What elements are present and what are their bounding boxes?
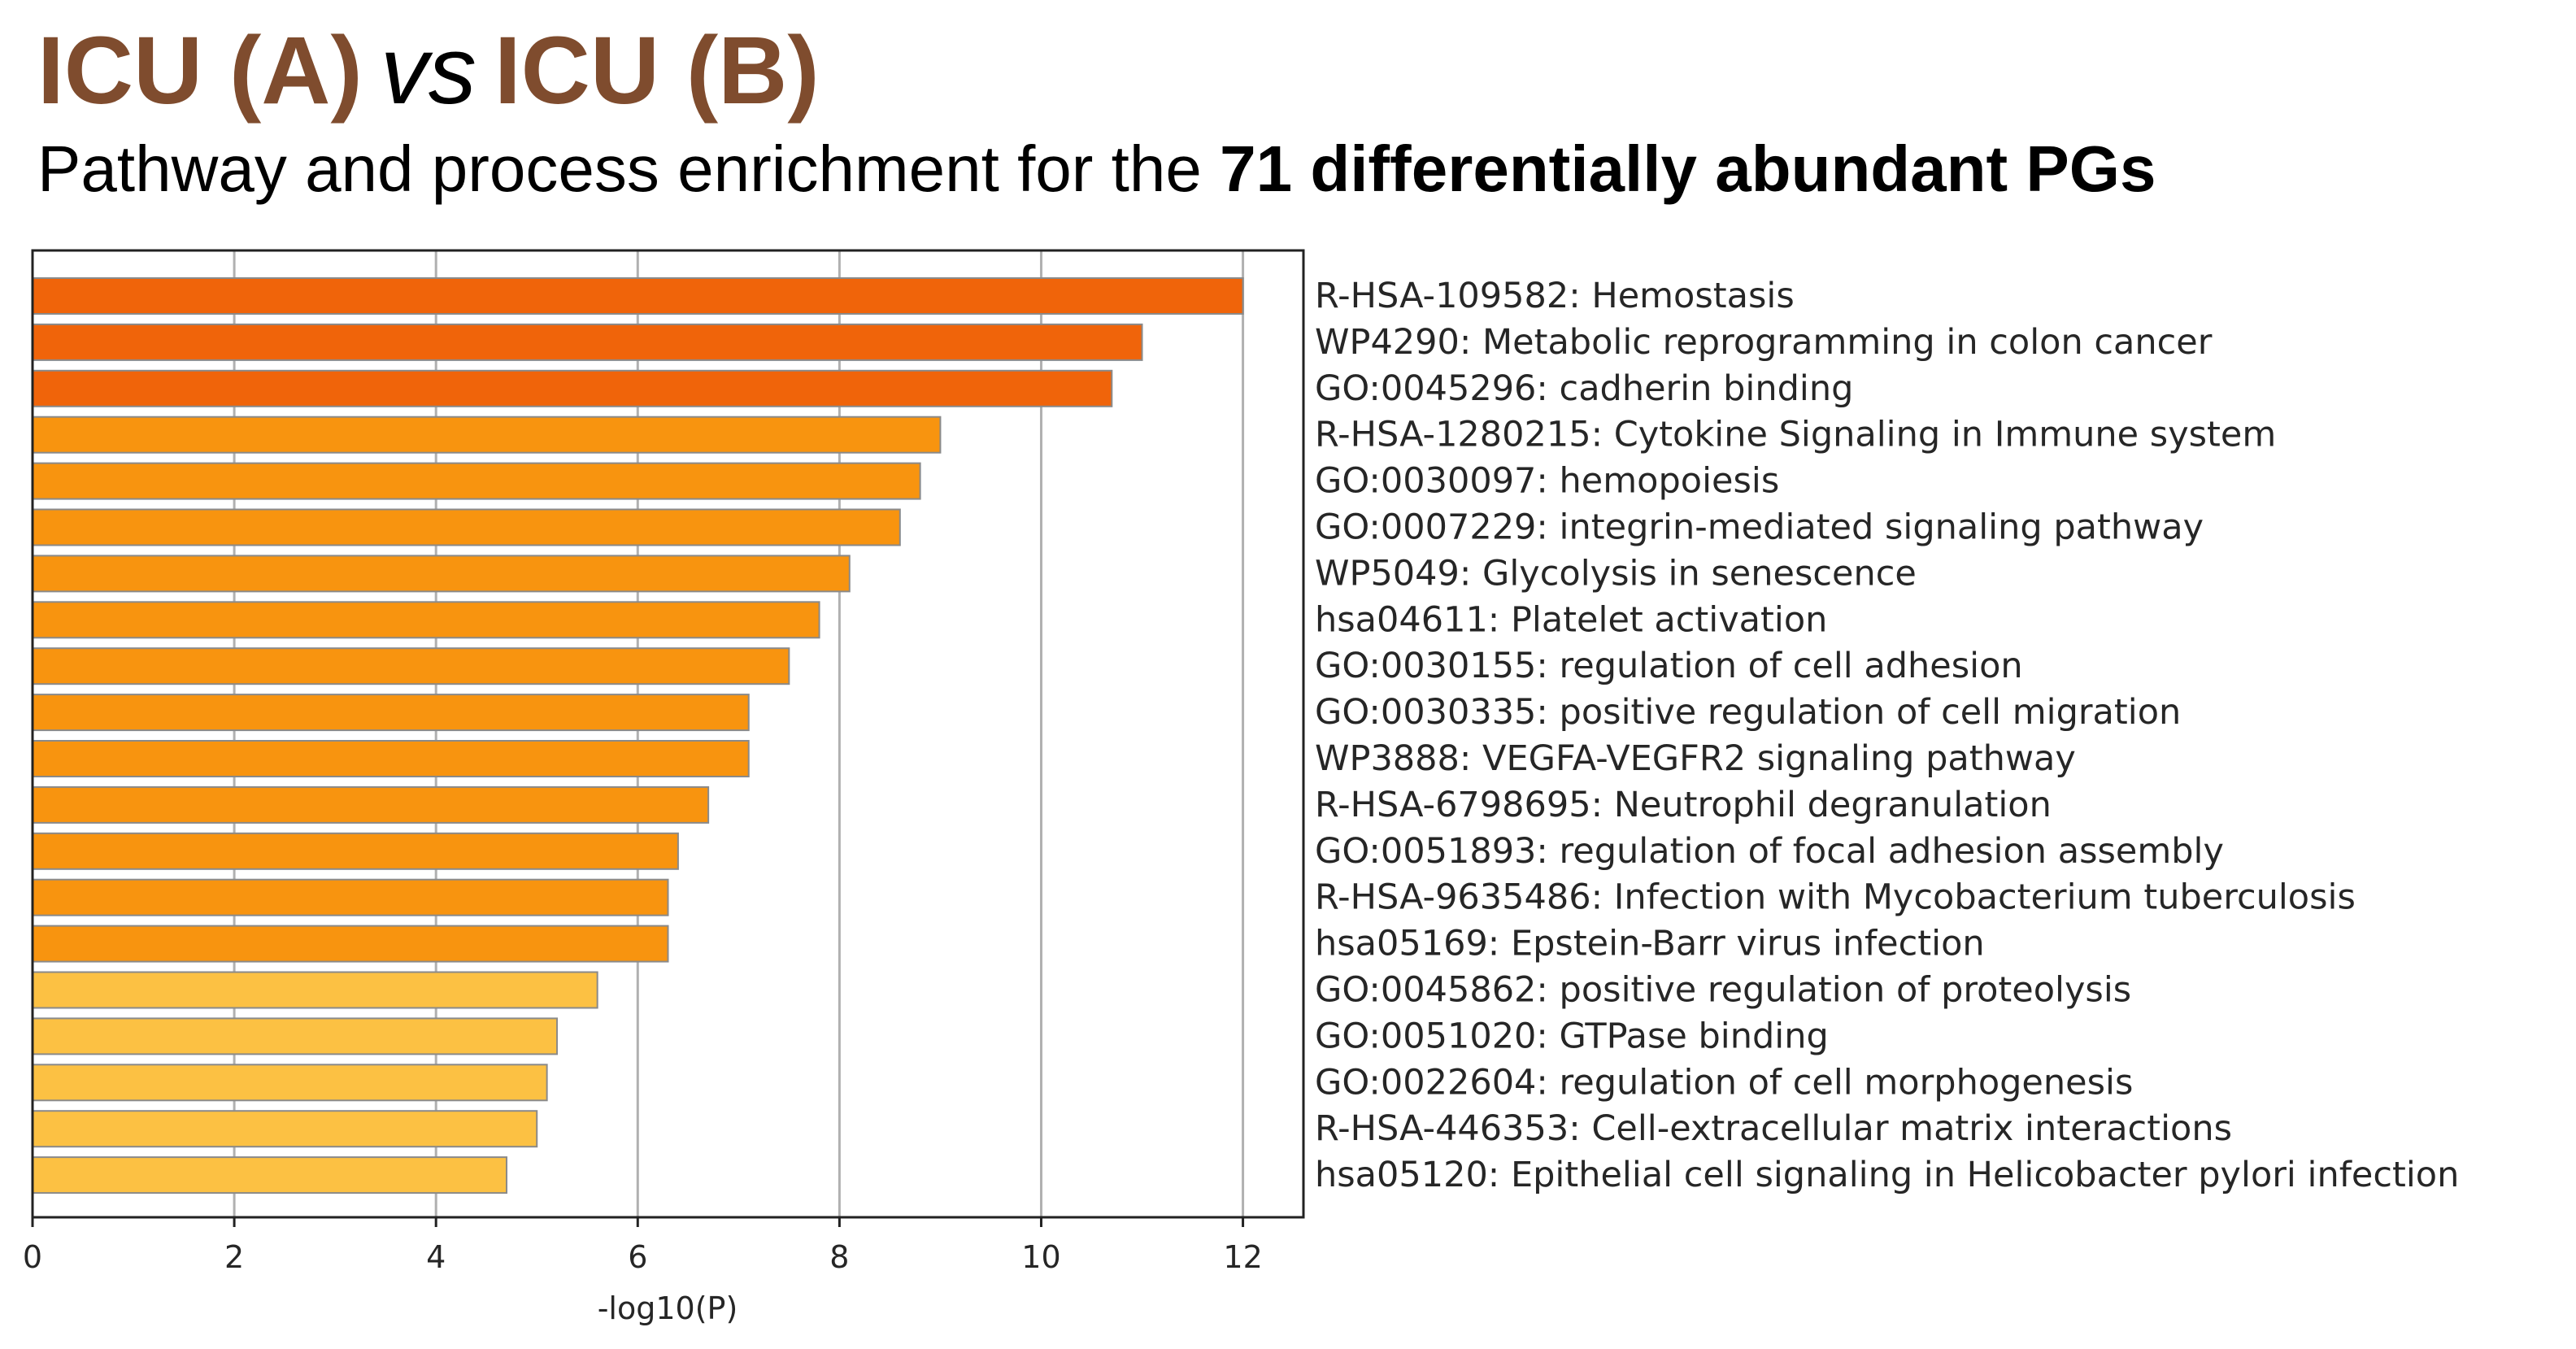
title-right: ICU (B) [494,17,820,124]
bar [32,1110,538,1148]
x-tick-label: 8 [829,1239,849,1275]
bar [32,508,901,546]
category-label: GO:0045296: cadherin binding [1315,368,1853,409]
category-label: R-HSA-9635486: Infection with Mycobacter… [1315,877,2356,918]
bar [32,740,750,777]
bar [32,369,1113,407]
bar [32,647,790,685]
category-label: GO:0022604: regulation of cell morphogen… [1315,1062,2133,1103]
x-axis-label: -log10(P) [598,1290,738,1326]
category-label: GO:0045862: positive regulation of prote… [1315,970,2131,1011]
bar [32,601,820,639]
gridlines [233,250,1245,1217]
x-tick-label: 0 [23,1239,42,1275]
chart-title: ICU (A) vs ICU (B) [37,23,820,119]
category-label: hsa04611: Platelet activation [1315,599,1827,640]
bar [32,1156,508,1195]
bar [32,832,679,870]
category-label: GO:0007229: integrin-mediated signaling … [1315,507,2204,548]
x-axis: 0 2 4 6 8 10 12 [23,1217,1263,1275]
bar [32,1017,559,1055]
title-vs: vs [380,17,476,124]
category-label: R-HSA-6798695: Neutrophil degranulation [1315,785,2052,825]
bar [32,1064,548,1102]
category-label: R-HSA-109582: Hemostasis [1315,276,1795,316]
chart-subtitle: Pathway and process enrichment for the 7… [37,137,2156,202]
bar [32,323,1143,361]
bar [32,878,669,916]
category-label: WP5049: Glycolysis in senescence [1315,553,1917,594]
x-tick-label: 6 [628,1239,647,1275]
category-label: R-HSA-446353: Cell-extracellular matrix … [1315,1108,2232,1149]
bar [32,277,1244,315]
category-label: GO:0030335: positive regulation of cell … [1315,692,2181,733]
bar [32,555,851,593]
bar [32,971,598,1009]
bar [32,462,921,500]
category-label: GO:0051020: GTPase binding [1315,1016,1829,1056]
x-tick-label: 10 [1021,1239,1060,1275]
category-label: hsa05120: Epithelial cell signaling in H… [1315,1155,2459,1195]
category-label: R-HSA-1280215: Cytokine Signaling in Imm… [1315,415,2276,455]
bar [32,785,710,824]
x-tick-label: 12 [1223,1239,1262,1275]
category-labels: R-HSA-109582: Hemostasis WP4290: Metaboli… [1315,276,2459,1195]
bar [32,925,669,963]
x-tick-label: 2 [224,1239,244,1275]
bars [32,277,1244,1195]
category-label: GO:0030097: hemopoiesis [1315,461,1779,502]
category-label: hsa05169: Epstein-Barr virus infection [1315,924,1985,964]
category-label: WP4290: Metabolic reprogramming in colon… [1315,322,2213,363]
category-label: GO:0051893: regulation of focal adhesion… [1315,831,2224,872]
x-tick-label: 4 [426,1239,446,1275]
category-label: GO:0030155: regulation of cell adhesion [1315,646,2023,686]
bar [32,694,750,732]
bar [32,416,942,454]
title-left: ICU (A) [37,17,363,124]
subtitle-bold: 71 differentially abundant PGs [1220,133,2156,205]
plot-frame [31,249,1305,1219]
subtitle-prefix: Pathway and process enrichment for the [37,133,1221,205]
category-label: WP3888: VEGFA-VEGFR2 signaling pathway [1315,738,2076,779]
